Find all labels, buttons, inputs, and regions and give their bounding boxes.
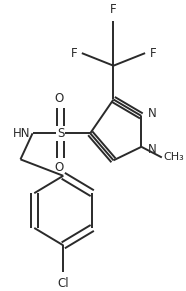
Text: F: F <box>150 47 156 60</box>
Text: F: F <box>110 3 117 16</box>
Text: S: S <box>57 127 64 140</box>
Text: CH₃: CH₃ <box>164 152 185 162</box>
Text: Cl: Cl <box>57 277 69 290</box>
Text: N: N <box>148 107 157 120</box>
Text: O: O <box>54 92 63 105</box>
Text: HN: HN <box>13 127 31 140</box>
Text: F: F <box>70 47 77 60</box>
Text: N: N <box>148 143 157 156</box>
Text: O: O <box>54 161 63 174</box>
